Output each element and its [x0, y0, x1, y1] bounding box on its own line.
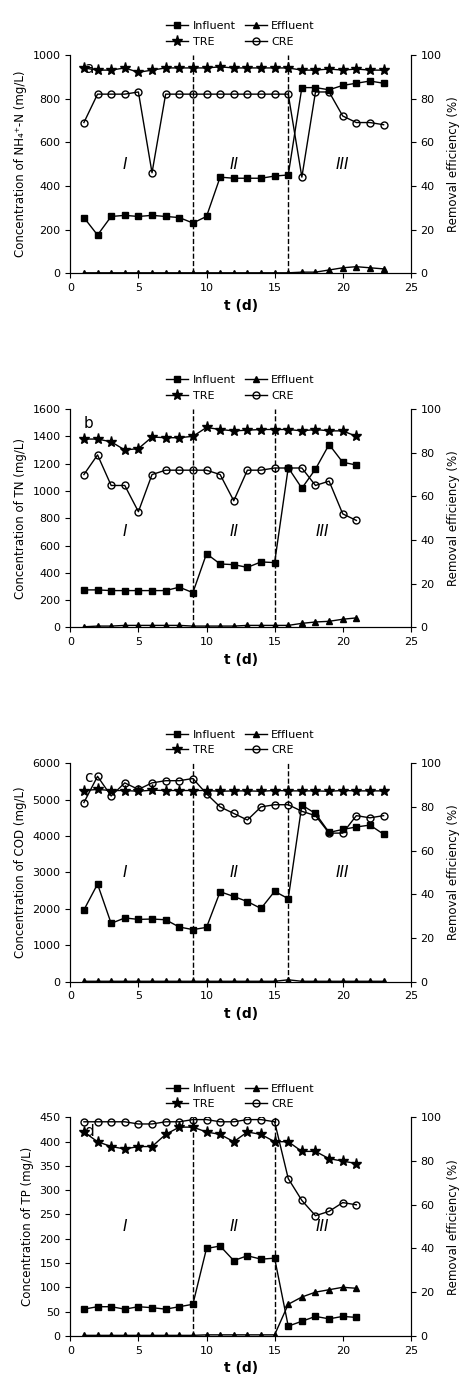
Text: III: III	[316, 1220, 329, 1233]
Text: II: II	[229, 865, 238, 879]
Y-axis label: Removal efficiency (%): Removal efficiency (%)	[447, 96, 460, 232]
Text: I: I	[122, 865, 127, 879]
Y-axis label: Removal efficiency (%): Removal efficiency (%)	[447, 1158, 460, 1295]
Text: III: III	[316, 525, 329, 539]
Y-axis label: Removal efficiency (%): Removal efficiency (%)	[447, 804, 460, 940]
Text: II: II	[229, 157, 238, 172]
Y-axis label: Concentration of TP (mg/L): Concentration of TP (mg/L)	[21, 1147, 34, 1306]
X-axis label: t (d): t (d)	[224, 299, 258, 313]
Text: a: a	[84, 61, 93, 76]
Y-axis label: Concentration of COD (mg/L): Concentration of COD (mg/L)	[14, 786, 27, 958]
X-axis label: t (d): t (d)	[224, 1361, 258, 1375]
Text: III: III	[336, 865, 349, 879]
Y-axis label: Concentration of NH₄⁺-N (mg/L): Concentration of NH₄⁺-N (mg/L)	[14, 71, 27, 257]
Legend: Influent, TRE, Effluent, CRE: Influent, TRE, Effluent, CRE	[162, 1079, 319, 1114]
Legend: Influent, TRE, Effluent, CRE: Influent, TRE, Effluent, CRE	[162, 371, 319, 406]
X-axis label: t (d): t (d)	[224, 1007, 258, 1021]
X-axis label: t (d): t (d)	[224, 653, 258, 667]
Y-axis label: Removal efficiency (%): Removal efficiency (%)	[447, 450, 460, 586]
Text: d: d	[84, 1124, 94, 1139]
Y-axis label: Concentration of TN (mg/L): Concentration of TN (mg/L)	[14, 438, 27, 599]
Legend: Influent, TRE, Effluent, CRE: Influent, TRE, Effluent, CRE	[162, 725, 319, 760]
Text: I: I	[122, 525, 127, 539]
Text: b: b	[84, 415, 94, 431]
Text: c: c	[84, 770, 92, 785]
Text: I: I	[122, 157, 127, 172]
Text: II: II	[229, 525, 238, 539]
Text: III: III	[336, 157, 349, 172]
Text: II: II	[229, 1220, 238, 1233]
Legend: Influent, TRE, Effluent, CRE: Influent, TRE, Effluent, CRE	[162, 17, 319, 51]
Text: I: I	[122, 1220, 127, 1233]
